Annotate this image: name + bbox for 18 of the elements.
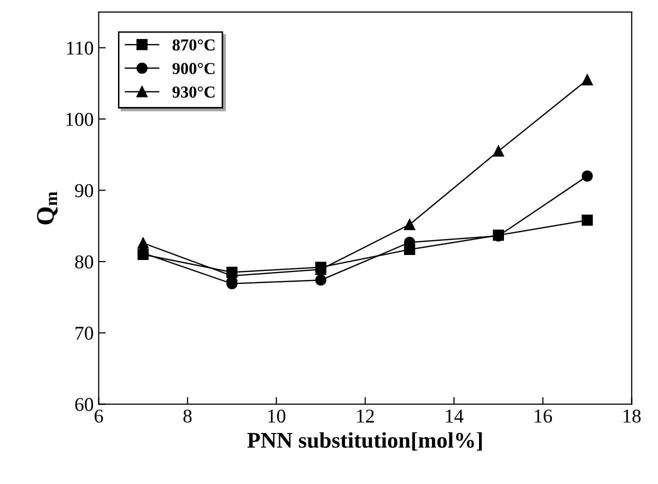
y-axis-title: Q$_{m}$ (37, 192, 58, 224)
y-tick-label: 70 (76, 326, 94, 340)
x-tick-label: 14 (446, 410, 464, 422)
x-tick-label: 10 (268, 410, 286, 423)
legend-label: 900°C (172, 62, 214, 74)
y-tick-label: 80 (75, 255, 94, 269)
legend-label: 870°C (172, 39, 214, 51)
y-tick-label: 90 (75, 184, 94, 198)
y-tick-label: 100 (66, 112, 94, 126)
legend-label: 930°C (172, 86, 214, 98)
y-tick-label: 60 (75, 398, 94, 412)
x-tick-label: 6 (94, 410, 103, 423)
x-tick-label: 16 (534, 410, 552, 423)
x-tick-label: 12 (357, 410, 374, 422)
x-tick-label: 8 (183, 410, 192, 423)
y-tick-label: 110 (67, 42, 94, 55)
x-axis-title: PNN substitution[mol%] (247, 432, 482, 451)
x-tick-label: 18 (624, 410, 641, 423)
